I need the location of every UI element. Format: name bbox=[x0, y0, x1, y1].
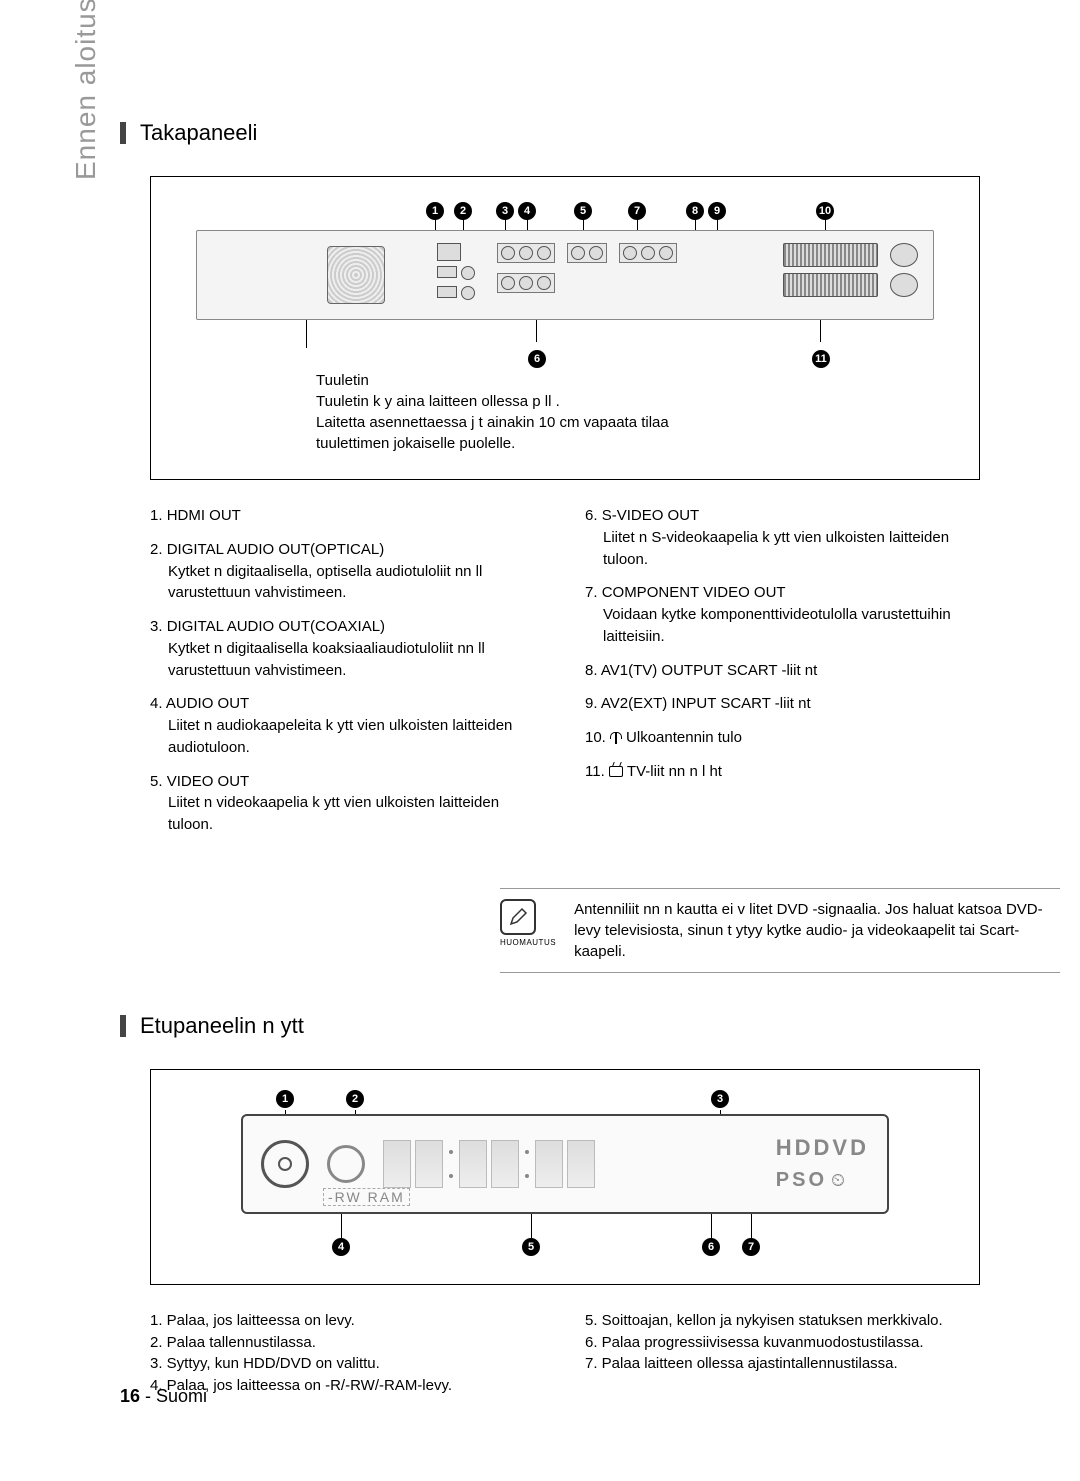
note-pencil-icon bbox=[500, 899, 536, 935]
rwram-label: -RW RAM bbox=[323, 1188, 410, 1206]
callout-num: 4 bbox=[332, 1238, 350, 1256]
antenna-icon bbox=[610, 732, 622, 744]
list-item: 2. Palaa tallennustilassa. bbox=[150, 1332, 545, 1354]
list-item: 1. HDMI OUT bbox=[150, 505, 545, 527]
fan-note-line: Tuuletin k y aina laitteen ollessa p ll … bbox=[316, 391, 934, 412]
title-bar bbox=[120, 1015, 126, 1037]
note-label: HUOMAUTUS bbox=[500, 938, 556, 947]
callout-num: 6 bbox=[702, 1238, 720, 1256]
av-ports-row2 bbox=[497, 273, 555, 293]
coax-block bbox=[437, 286, 475, 300]
callout-num: 5 bbox=[574, 202, 592, 220]
callout-row-top: 1 2 3 4 5 7 8 9 10 bbox=[196, 202, 934, 222]
list-item: 2. DIGITAL AUDIO OUT(OPTICAL) Kytket n d… bbox=[150, 539, 545, 604]
page-lang: Suomi bbox=[156, 1386, 207, 1406]
callout-row-bottom: 4 5 6 7 bbox=[241, 1220, 889, 1244]
callout-num: 3 bbox=[496, 202, 514, 220]
list-item: 6. S-VIDEO OUT Liitet n S-videokaapelia … bbox=[585, 505, 980, 570]
tv-icon bbox=[609, 766, 623, 777]
title-text: Etupaneelin n ytt bbox=[140, 1013, 304, 1039]
page-number: 16 bbox=[120, 1386, 140, 1406]
legend-right-col: 5. Soittoajan, kellon ja nykyisen statuk… bbox=[585, 1310, 980, 1397]
fan-icon bbox=[327, 246, 385, 304]
seven-segment-display bbox=[383, 1140, 595, 1188]
list-item: 9. AV2(EXT) INPUT SCART -liit nt bbox=[585, 693, 980, 715]
timer-icon: ⏲ bbox=[831, 1170, 845, 1191]
callout-num: 6 bbox=[528, 350, 546, 368]
callout-num: 10 bbox=[816, 202, 834, 220]
display-panel: HDDVD PSO ⏲ -RW RAM bbox=[241, 1114, 889, 1214]
list-item: 4. AUDIO OUT Liitet n audiokaapeleita k … bbox=[150, 693, 545, 758]
disc-icon bbox=[261, 1140, 309, 1188]
av-ports-row bbox=[497, 243, 677, 263]
legend-left-col: 1. HDMI OUT 2. DIGITAL AUDIO OUT(OPTICAL… bbox=[150, 505, 545, 848]
callout-num: 1 bbox=[426, 202, 444, 220]
list-item: 8. AV1(TV) OUTPUT SCART -liit nt bbox=[585, 660, 980, 682]
note-box: HUOMAUTUS Antenniliit nn n kautta ei v l… bbox=[500, 888, 1060, 973]
callout-num: 3 bbox=[711, 1090, 729, 1108]
list-item: 3. Syttyy, kun HDD/DVD on valittu. bbox=[150, 1353, 545, 1375]
optical-block bbox=[437, 266, 475, 280]
note-icon-wrap: HUOMAUTUS bbox=[500, 899, 556, 947]
callout-row-top: 1 2 3 bbox=[241, 1090, 889, 1114]
list-item: 1. Palaa, jos laitteessa on levy. bbox=[150, 1310, 545, 1332]
hdmi-port bbox=[437, 243, 461, 261]
right-panel-labels: HDDVD PSO ⏲ bbox=[776, 1135, 869, 1192]
device-rear-chassis bbox=[196, 230, 934, 320]
legend-left-col: 1. Palaa, jos laitteessa on levy. 2. Pal… bbox=[150, 1310, 545, 1397]
callout-num: 1 bbox=[276, 1090, 294, 1108]
callout-num: 7 bbox=[628, 202, 646, 220]
note-text: Antenniliit nn n kautta ei v litet DVD -… bbox=[574, 899, 1060, 962]
legend-right-col: 6. S-VIDEO OUT Liitet n S-videokaapelia … bbox=[585, 505, 980, 848]
fan-note-line: Laitetta asennettaessa j t ainakin 10 cm… bbox=[316, 412, 934, 433]
list-item: 6. Palaa progressiivisessa kuvanmuodostu… bbox=[585, 1332, 980, 1354]
list-item: 11. TV-liit nn n l ht bbox=[585, 761, 980, 783]
list-item: 3. DIGITAL AUDIO OUT(COAXIAL) Kytket n d… bbox=[150, 616, 545, 681]
front-display-diagram: 1 2 3 HDDVD PSO ⏲ bbox=[150, 1069, 980, 1285]
fan-note-line: tuulettimen jokaiselle puolelle. bbox=[316, 433, 934, 454]
scart-block bbox=[783, 243, 878, 303]
callout-num: 9 bbox=[708, 202, 726, 220]
antenna-block bbox=[890, 243, 918, 303]
rear-panel-diagram: 1 2 3 4 5 7 8 9 10 bbox=[150, 176, 980, 480]
side-tab: Ennen aloitusta bbox=[70, 0, 102, 180]
page-footer: 16 - Suomi bbox=[120, 1386, 207, 1407]
fan-note-line: Tuuletin bbox=[316, 370, 934, 391]
title-bar bbox=[120, 122, 126, 144]
front-display-legend: 1. Palaa, jos laitteessa on levy. 2. Pal… bbox=[150, 1310, 980, 1397]
hddvd-label: HDDVD bbox=[776, 1135, 869, 1161]
list-item: 4. Palaa, jos laitteessa on -R/-RW/-RAM-… bbox=[150, 1375, 545, 1397]
callout-num: 5 bbox=[522, 1238, 540, 1256]
list-item: 5. VIDEO OUT Liitet n videokaapelia k yt… bbox=[150, 771, 545, 836]
callout-num: 2 bbox=[454, 202, 472, 220]
section-title-rear: Takapaneeli bbox=[120, 120, 980, 146]
list-item: 7. Palaa laitteen ollessa ajastintallenn… bbox=[585, 1353, 980, 1375]
list-item: 5. Soittoajan, kellon ja nykyisen statuk… bbox=[585, 1310, 980, 1332]
callout-num: 7 bbox=[742, 1238, 760, 1256]
callout-num: 11 bbox=[812, 350, 830, 368]
list-item: 10. Ulkoantennin tulo bbox=[585, 727, 980, 749]
section-title-front: Etupaneelin n ytt bbox=[120, 1013, 980, 1039]
callout-num: 4 bbox=[518, 202, 536, 220]
rec-icon bbox=[327, 1145, 365, 1183]
pso-label: PSO bbox=[776, 1169, 827, 1192]
list-item: 7. COMPONENT VIDEO OUT Voidaan kytke kom… bbox=[585, 582, 980, 647]
rear-panel-legend: 1. HDMI OUT 2. DIGITAL AUDIO OUT(OPTICAL… bbox=[150, 505, 980, 848]
callout-num: 2 bbox=[346, 1090, 364, 1108]
callout-num: 8 bbox=[686, 202, 704, 220]
fan-note: Tuuletin Tuuletin k y aina laitteen olle… bbox=[316, 370, 934, 454]
title-text: Takapaneeli bbox=[140, 120, 257, 146]
